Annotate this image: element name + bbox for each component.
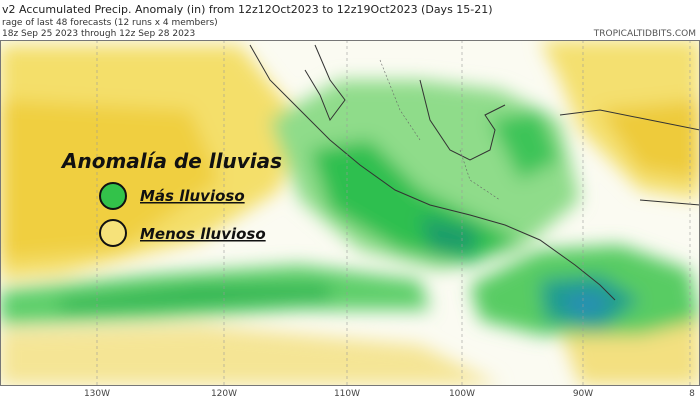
borders: [379, 59, 501, 201]
map: [0, 40, 700, 385]
longitude-label: 100W: [449, 389, 475, 399]
legend-item: Menos lluvioso: [140, 225, 266, 243]
longitude-label: 8: [689, 389, 695, 399]
header-subtitle: rage of last 48 forecasts (12 runs x 4 m…: [2, 18, 218, 28]
legend-swatch-wet: [99, 182, 127, 210]
coastline: [249, 44, 700, 301]
legend-item: Más lluvioso: [140, 187, 245, 205]
legend-swatch-dry: [99, 219, 127, 247]
watermark: TROPICALTIDBITS.COM: [593, 29, 696, 39]
longitude-label: 110W: [334, 389, 360, 399]
longitude-label: 130W: [84, 389, 110, 399]
header-title: v2 Accumulated Precip. Anomaly (in) from…: [2, 3, 493, 16]
header-dates: 18z Sep 25 2023 through 12z Sep 28 2023: [2, 29, 195, 39]
longitude-label: 90W: [573, 389, 593, 399]
legend-title: Anomalía de lluvias: [60, 149, 282, 173]
longitude-label: 120W: [211, 389, 237, 399]
header-band: [0, 0, 700, 40]
